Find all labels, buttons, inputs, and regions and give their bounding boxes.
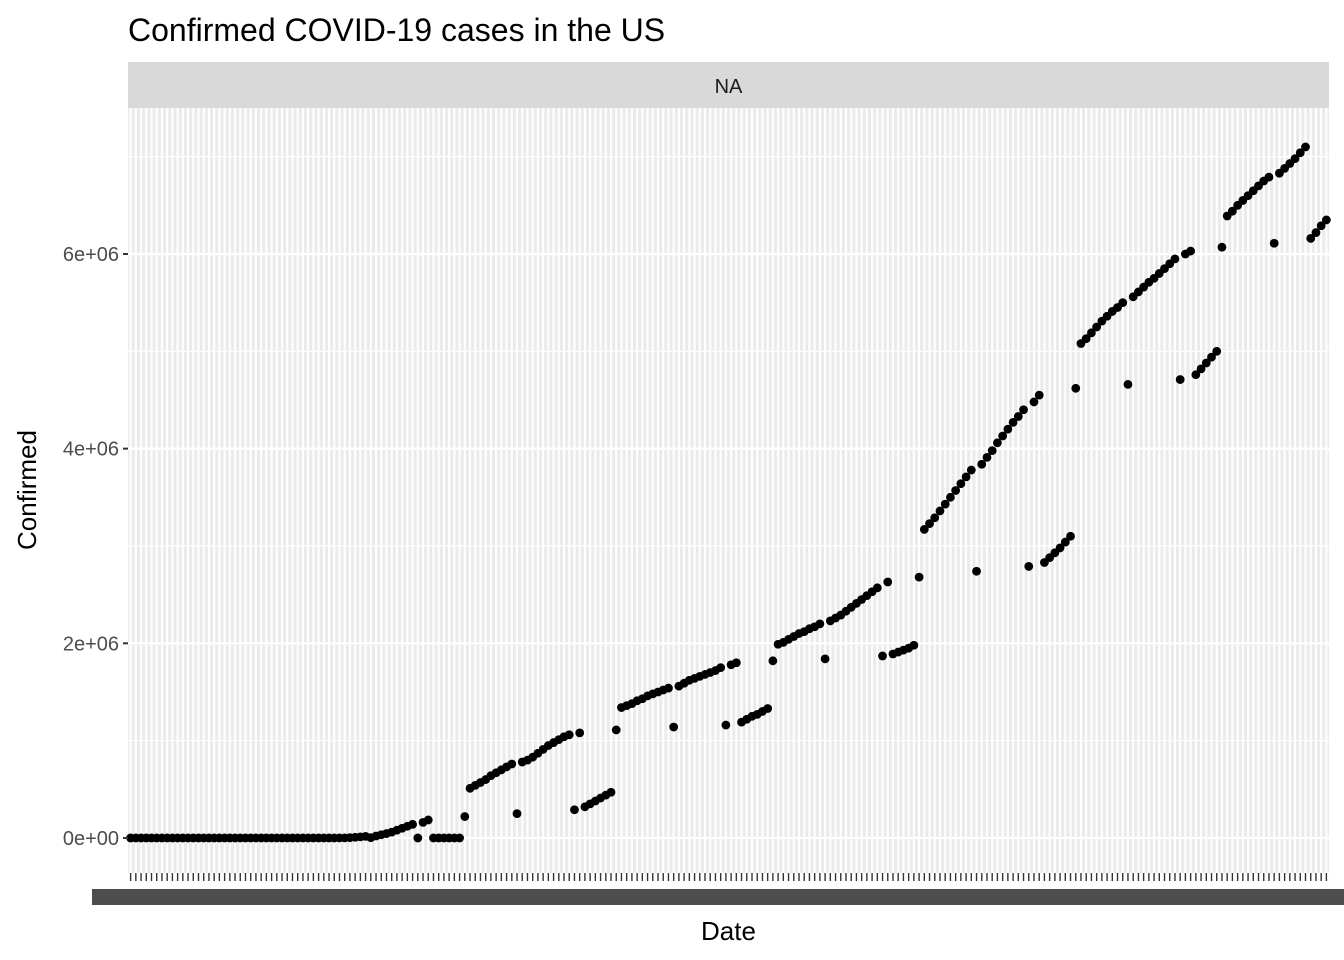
data-point xyxy=(768,656,778,666)
data-point xyxy=(1321,215,1331,225)
y-tick-label: 0e+00 xyxy=(63,828,119,850)
data-point xyxy=(1196,364,1206,374)
data-point xyxy=(1295,148,1305,158)
data-point xyxy=(1087,328,1096,338)
data-point xyxy=(956,479,966,489)
data-point xyxy=(1316,221,1326,231)
y-axis: 0e+00 2e+06 4e+06 6e+06 xyxy=(63,244,128,850)
data-point xyxy=(925,519,934,528)
data-point xyxy=(1092,322,1102,332)
data-point xyxy=(878,651,887,661)
data-point xyxy=(423,815,433,825)
data-point xyxy=(1066,531,1075,541)
data-point xyxy=(606,787,616,797)
x-axis-title: Date xyxy=(701,916,756,946)
data-point xyxy=(1217,242,1227,252)
x-tick-labels-overlapping xyxy=(92,889,1344,905)
data-point xyxy=(1071,383,1081,393)
data-point xyxy=(1212,346,1222,356)
data-point xyxy=(940,499,950,509)
data-point xyxy=(716,663,726,673)
data-point xyxy=(935,506,945,516)
data-point xyxy=(1207,352,1216,362)
data-point xyxy=(1081,334,1091,344)
data-point xyxy=(820,654,830,664)
data-point xyxy=(815,619,825,629)
data-point xyxy=(982,453,992,462)
data-point xyxy=(1290,154,1300,164)
data-point xyxy=(507,759,517,769)
data-point xyxy=(998,431,1008,441)
data-point xyxy=(1201,358,1211,368)
data-point xyxy=(1034,390,1044,400)
data-point xyxy=(966,465,976,475)
data-point xyxy=(987,446,997,455)
data-point xyxy=(1306,234,1316,243)
data-point xyxy=(914,572,924,582)
data-point xyxy=(1029,397,1039,407)
x-axis xyxy=(92,873,1344,905)
data-point xyxy=(930,513,940,523)
data-point xyxy=(1264,172,1274,182)
data-point xyxy=(664,683,673,693)
data-point xyxy=(1186,246,1196,256)
data-point xyxy=(763,704,773,713)
data-point xyxy=(1175,375,1185,384)
data-point xyxy=(909,640,919,650)
data-point xyxy=(460,812,470,821)
major-gridlines xyxy=(128,108,1329,873)
data-point xyxy=(972,566,981,576)
data-point xyxy=(1170,254,1180,264)
data-point xyxy=(721,720,731,730)
data-point xyxy=(919,525,929,534)
data-point xyxy=(575,728,585,738)
facet-strip xyxy=(128,62,1329,108)
data-point xyxy=(993,438,1002,448)
data-point xyxy=(1311,228,1321,237)
data-point xyxy=(1191,370,1201,380)
data-point xyxy=(946,492,955,502)
data-point xyxy=(512,809,522,819)
y-axis-title: Confirmed xyxy=(12,430,42,550)
data-point xyxy=(1019,405,1028,415)
data-point xyxy=(1227,206,1237,216)
y-tick-label: 2e+06 xyxy=(63,633,119,655)
data-point xyxy=(570,805,579,815)
data-point xyxy=(408,819,417,829)
data-point xyxy=(1003,424,1013,434)
data-point xyxy=(455,833,464,843)
data-point xyxy=(1118,298,1128,308)
y-tick-label: 4e+06 xyxy=(63,439,119,461)
data-point xyxy=(883,577,893,587)
data-point xyxy=(951,486,961,495)
facet-strip-label: NA xyxy=(715,76,743,98)
data-point xyxy=(1055,543,1065,553)
data-point xyxy=(1024,562,1034,571)
data-point xyxy=(872,583,882,593)
data-point xyxy=(1123,380,1133,389)
data-point xyxy=(977,459,987,469)
data-point xyxy=(961,472,971,482)
data-points xyxy=(126,142,1331,843)
data-point xyxy=(413,833,423,843)
data-point xyxy=(1269,238,1279,248)
chart-title: Confirmed COVID-19 cases in the US xyxy=(128,12,665,48)
data-point xyxy=(1301,142,1310,152)
data-point xyxy=(731,658,741,668)
y-tick-label: 6e+06 xyxy=(63,244,119,266)
data-point xyxy=(611,725,621,735)
data-point xyxy=(1008,417,1018,427)
data-point xyxy=(669,722,679,732)
data-point xyxy=(1013,412,1023,421)
data-point xyxy=(1060,537,1070,547)
data-point xyxy=(564,730,574,740)
